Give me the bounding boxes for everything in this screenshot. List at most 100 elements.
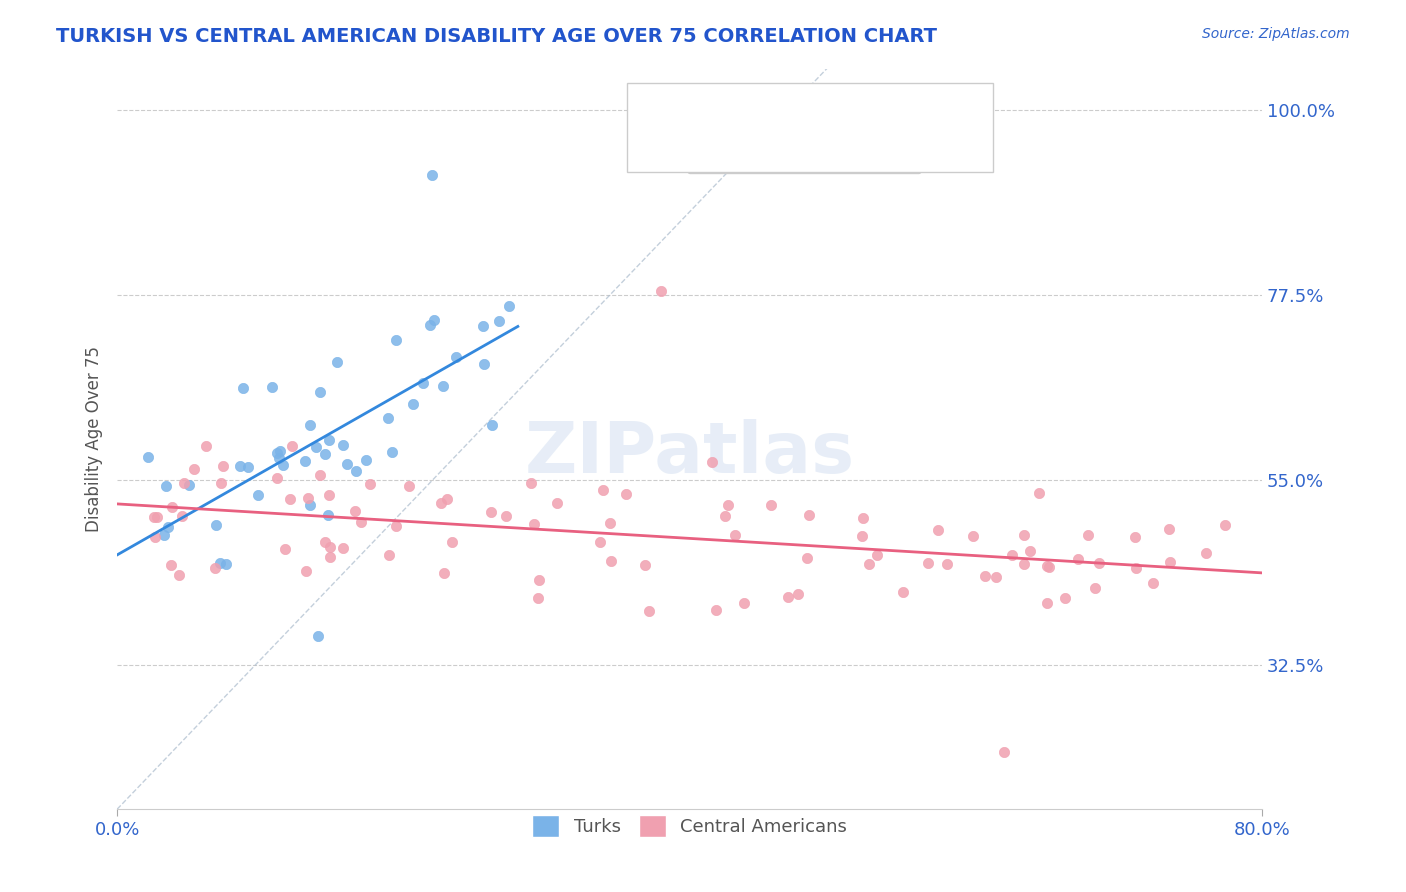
Point: [797, 508, 820, 523]
Point: [269, 444, 291, 458]
Point: [650, 284, 672, 298]
Point: [599, 516, 621, 530]
Point: [633, 558, 655, 572]
Point: [936, 557, 959, 571]
Point: [236, 460, 259, 475]
Point: [614, 487, 637, 501]
Point: [520, 476, 543, 491]
Point: [488, 314, 510, 328]
Point: [136, 450, 159, 464]
Point: [1084, 582, 1107, 596]
Point: [167, 567, 190, 582]
Point: [852, 510, 875, 524]
Point: [787, 586, 810, 600]
Point: [1054, 591, 1077, 605]
Point: [1213, 518, 1236, 533]
Point: [344, 504, 367, 518]
Point: [592, 483, 614, 498]
Point: [305, 440, 328, 454]
Point: [229, 459, 252, 474]
Point: [1028, 486, 1050, 500]
Point: [546, 496, 568, 510]
Point: [412, 376, 434, 390]
Point: [993, 745, 1015, 759]
Point: [299, 418, 322, 433]
Point: [858, 558, 880, 572]
Point: [446, 350, 468, 364]
Point: [278, 492, 301, 507]
Point: [152, 528, 174, 542]
Point: [215, 557, 238, 571]
Point: [479, 505, 502, 519]
Point: [1001, 548, 1024, 562]
Point: [267, 450, 290, 465]
Point: [436, 491, 458, 506]
Point: [440, 534, 463, 549]
Point: [796, 550, 818, 565]
Point: [498, 299, 520, 313]
Point: [917, 556, 939, 570]
Point: [759, 498, 782, 512]
Point: [378, 548, 401, 562]
Point: [314, 446, 336, 460]
Point: [336, 457, 359, 471]
Point: [472, 357, 495, 371]
Point: [723, 527, 745, 541]
Text: TURKISH VS CENTRAL AMERICAN DISABILITY AGE OVER 75 CORRELATION CHART: TURKISH VS CENTRAL AMERICAN DISABILITY A…: [56, 27, 938, 45]
Point: [266, 470, 288, 484]
Point: [702, 455, 724, 469]
Point: [212, 459, 235, 474]
Point: [307, 629, 329, 643]
Point: [402, 397, 425, 411]
Point: [706, 603, 728, 617]
Point: [481, 418, 503, 433]
Point: [294, 454, 316, 468]
Point: [1067, 552, 1090, 566]
Point: [851, 529, 873, 543]
Point: [776, 590, 799, 604]
Text: Source: ZipAtlas.com: Source: ZipAtlas.com: [1202, 27, 1350, 41]
Point: [143, 530, 166, 544]
Point: [716, 498, 738, 512]
Point: [155, 479, 177, 493]
Point: [385, 518, 408, 533]
Point: [638, 604, 661, 618]
Point: [714, 509, 737, 524]
Point: [1157, 522, 1180, 536]
Point: [344, 465, 367, 479]
Point: [318, 434, 340, 448]
Point: [266, 446, 288, 460]
Point: [927, 523, 949, 537]
Point: [160, 558, 183, 572]
Point: [318, 488, 340, 502]
Point: [600, 554, 623, 568]
Point: [332, 541, 354, 555]
Point: [432, 378, 454, 392]
Point: [195, 439, 218, 453]
Point: [295, 564, 318, 578]
Point: [733, 596, 755, 610]
Point: [142, 509, 165, 524]
Point: [962, 529, 984, 543]
Point: [246, 488, 269, 502]
FancyBboxPatch shape: [627, 83, 993, 172]
Point: [179, 478, 201, 492]
Point: [173, 475, 195, 490]
Point: [208, 556, 231, 570]
Point: [1035, 559, 1057, 574]
Point: [1077, 528, 1099, 542]
Point: [430, 495, 453, 509]
Point: [271, 458, 294, 473]
Point: [1195, 546, 1218, 560]
Point: [1123, 530, 1146, 544]
Point: [893, 585, 915, 599]
Point: [356, 453, 378, 467]
Point: [589, 535, 612, 549]
Point: [1038, 559, 1060, 574]
Point: [1142, 576, 1164, 591]
Point: [172, 508, 194, 523]
Point: [385, 333, 408, 347]
Point: [314, 535, 336, 549]
Point: [262, 380, 284, 394]
Point: [274, 541, 297, 556]
